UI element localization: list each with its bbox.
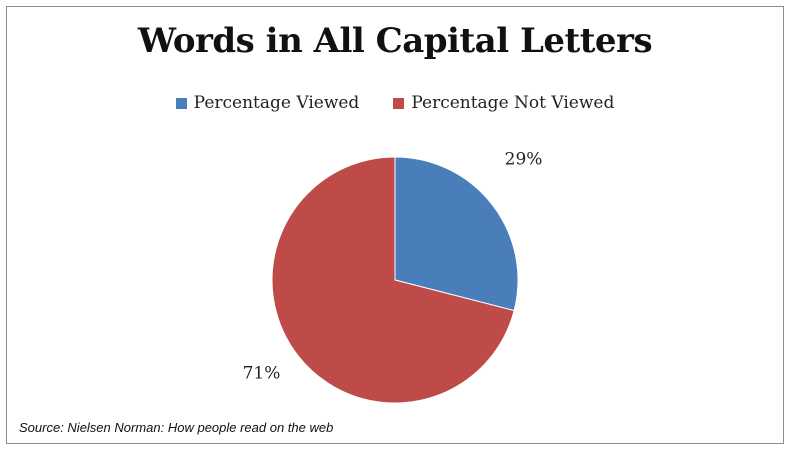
- legend-swatch-not-viewed: [393, 97, 405, 109]
- legend-label-not-viewed: Percentage Not Viewed: [411, 93, 615, 113]
- chart-legend: Percentage Viewed Percentage Not Viewed: [7, 93, 783, 113]
- legend-item-not-viewed: Percentage Not Viewed: [393, 93, 614, 113]
- legend-label-viewed: Percentage Viewed: [193, 93, 360, 113]
- pie-chart: 29% 71%: [243, 150, 543, 404]
- chart-title: Words in All Capital Letters: [137, 21, 653, 61]
- pie-slice-not-viewed: [271, 156, 515, 404]
- pie-slice-viewed: [394, 156, 519, 312]
- data-label-not-viewed: 71%: [243, 364, 281, 384]
- source-note: Source: Nielsen Norman: How people read …: [15, 418, 338, 437]
- legend-item-viewed: Percentage Viewed: [175, 93, 360, 113]
- data-label-viewed: 29%: [505, 150, 543, 170]
- legend-swatch-viewed: [175, 97, 187, 109]
- chart-frame: Words in All Capital Letters Percentage …: [6, 6, 784, 444]
